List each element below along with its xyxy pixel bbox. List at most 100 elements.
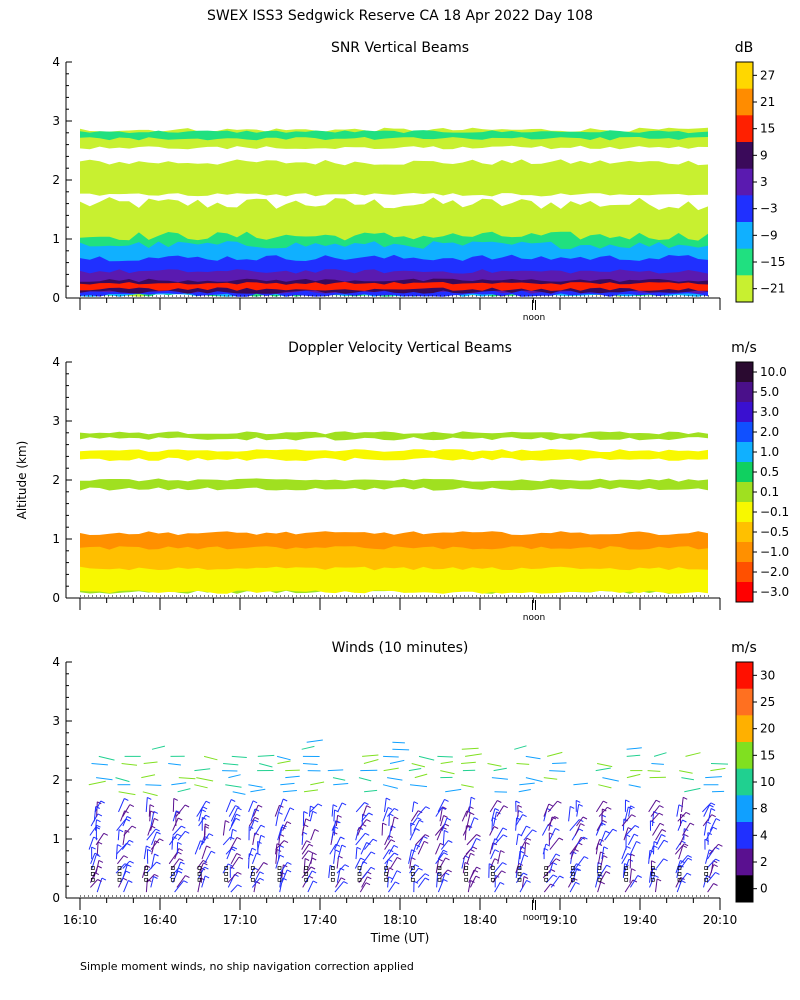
- wind-barb: [621, 814, 632, 827]
- wind-barb-flag: [473, 817, 479, 821]
- wind-barb-flag: [575, 799, 581, 803]
- wind-barb-flag: [332, 804, 338, 808]
- wind-barb: [408, 849, 412, 864]
- panel-title: Winds (10 minutes): [332, 640, 469, 656]
- y-tick-label: 3: [52, 714, 60, 728]
- wind-barb: [178, 777, 196, 780]
- wind-barb-flag: [466, 825, 471, 829]
- wind-barb: [331, 804, 334, 817]
- wind-barb: [495, 827, 504, 841]
- wind-barb: [117, 829, 120, 841]
- wind-barb: [225, 799, 232, 813]
- wind-barb: [150, 838, 160, 850]
- quality-marker: [330, 866, 335, 870]
- wind-barb-flag: [303, 811, 308, 814]
- wind-barb-flag: [423, 840, 429, 844]
- colorbar: 10.0 5.0 3.0 2.0 1.0 0.5 0.1 −0.1 −0.5 −1.0 −2.0 −3…: [735, 361, 789, 603]
- wind-barb: [436, 872, 439, 888]
- wind-barb: [230, 813, 237, 827]
- wind-barb: [462, 862, 466, 874]
- wind-barb: [410, 817, 418, 827]
- contour-band: [80, 159, 708, 197]
- wind-barb: [360, 842, 367, 855]
- colorbar-label: 27: [760, 68, 775, 82]
- wind-barb: [335, 877, 342, 888]
- quality-marker: [277, 872, 282, 876]
- wind-barb-flag: [257, 804, 263, 808]
- quality-marker: [517, 866, 522, 870]
- wind-barb-flag: [122, 877, 128, 881]
- wind-barb: [333, 849, 336, 864]
- wind-barb-flag: [308, 850, 313, 854]
- wind-barb-flag: [684, 834, 689, 838]
- quality-marker: [224, 872, 229, 876]
- wind-barb: [468, 817, 475, 831]
- heatmap-data: [80, 127, 708, 297]
- wind-barb-flag: [606, 864, 611, 868]
- main-title: SWEX ISS3 Sedgwick Reserve CA 18 Apr 202…: [207, 8, 593, 24]
- wind-barb: [336, 864, 346, 874]
- wind-barb: [706, 858, 716, 869]
- wind-barb-flag: [287, 861, 292, 865]
- wind-barb: [121, 839, 130, 850]
- wind-barb-flag: [230, 799, 236, 802]
- x-tick-label: 17:10: [223, 913, 258, 927]
- y-tick-label: 3: [52, 414, 60, 428]
- wind-barb: [277, 760, 291, 764]
- quality-marker: [570, 872, 575, 876]
- wind-barb-flag: [550, 869, 556, 872]
- x-tick-label: 18:40: [463, 913, 498, 927]
- wind-barb: [88, 780, 106, 786]
- colorbar-swatch: [736, 522, 753, 543]
- contour-band: [80, 130, 708, 141]
- wind-barb: [569, 863, 577, 874]
- wind-barb: [303, 858, 306, 874]
- wind-barb: [549, 853, 557, 865]
- wind-barb-flag: [526, 837, 532, 841]
- x-tick-label: 19:10: [543, 913, 578, 927]
- wind-barb-flag: [147, 848, 152, 852]
- noon-label: noon: [523, 913, 545, 923]
- wind-barb: [364, 789, 378, 793]
- wind-barb-flag: [180, 861, 185, 865]
- y-tick-label: 1: [52, 832, 60, 846]
- wind-barb: [150, 811, 155, 827]
- wind-barb: [331, 826, 335, 841]
- wind-barb: [708, 843, 719, 855]
- wind-barb: [416, 836, 424, 850]
- wind-barb: [710, 767, 726, 772]
- wind-barb-flag: [579, 819, 584, 823]
- wind-barb-flag: [631, 868, 636, 872]
- wind-barb-flag: [497, 800, 502, 803]
- wind-barb-flag: [154, 853, 159, 857]
- wind-barb: [493, 767, 507, 772]
- wind-barb-flag: [312, 880, 318, 884]
- wind-barb: [681, 797, 684, 812]
- wind-barb-flag: [605, 871, 611, 874]
- wind-barb: [123, 880, 129, 893]
- wind-barb-flag: [235, 817, 241, 821]
- colorbar-label: 2: [760, 855, 768, 869]
- wind-barb: [151, 831, 158, 846]
- wind-barb: [175, 861, 182, 874]
- wind-barb: [576, 804, 580, 817]
- wind-barb: [203, 755, 218, 761]
- noon-label: noon: [523, 313, 545, 323]
- wind-barb: [194, 784, 208, 789]
- colorbar-label: 20: [760, 722, 775, 736]
- wind-barb-flag: [118, 829, 124, 833]
- wind-barb: [145, 797, 148, 812]
- wind-barb-flag: [709, 804, 714, 808]
- colorbar-swatch: [736, 875, 753, 903]
- quality-marker: [250, 877, 255, 882]
- wind-barb-flag: [238, 856, 244, 860]
- wind-barb-flag: [517, 804, 523, 808]
- wind-barb: [141, 774, 156, 779]
- colorbar-swatch: [736, 662, 753, 690]
- quality-marker: [677, 877, 682, 882]
- wind-barb: [497, 850, 501, 864]
- wind-barb: [684, 787, 701, 793]
- wind-barb-flag: [235, 805, 240, 809]
- wind-barb-flag: [149, 804, 155, 808]
- wind-barb: [494, 882, 501, 893]
